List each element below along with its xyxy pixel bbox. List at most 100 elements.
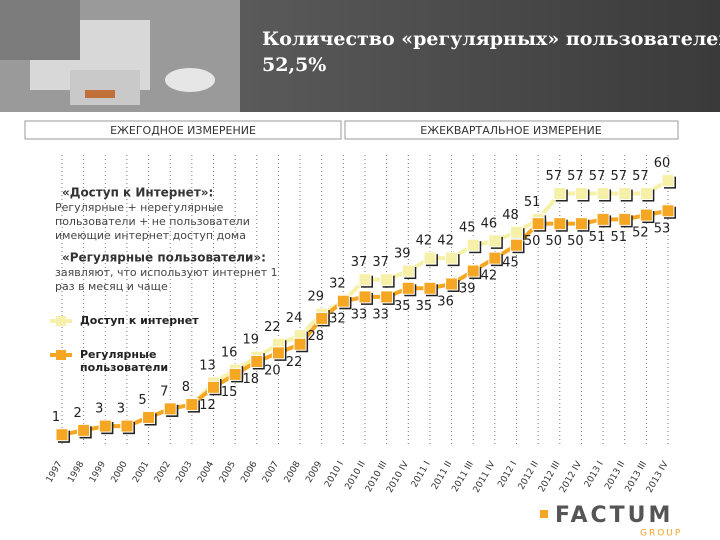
data-label: 19: [243, 333, 260, 348]
marker: [574, 187, 588, 201]
note-text: раз в месяц и чаще: [55, 280, 168, 293]
x-tick-label: 2011 I: [410, 460, 433, 490]
marker: [142, 410, 156, 424]
legend-label: Регулярные пользователи: [80, 348, 168, 374]
data-label: 16: [221, 346, 238, 361]
data-label: 22: [286, 355, 303, 370]
data-label: 51: [610, 230, 627, 245]
note-text: заявляют, что используют интернет 1: [55, 266, 278, 279]
marker: [618, 212, 632, 226]
chart: 1997 1998 1999 2000 2001 2002 2003 2004 2005 2006…: [45, 155, 676, 495]
legend-label: Доступ к интернет: [80, 314, 199, 327]
data-label: 33: [351, 307, 368, 322]
marker: [510, 238, 523, 252]
data-label: 39: [459, 282, 476, 297]
note-title: «Регулярные пользователи»:: [62, 251, 266, 265]
data-label: 7: [160, 384, 168, 399]
data-label: 18: [243, 372, 260, 387]
legend-marker: [56, 316, 66, 326]
marker: [401, 281, 415, 295]
x-tick-label: 2003: [175, 460, 195, 485]
subtitle: 52,5%: [262, 54, 326, 76]
note-text: Регулярные + нерегулярные: [55, 201, 224, 214]
marker: [163, 402, 177, 416]
data-label: 37: [372, 255, 389, 270]
x-tick-label: 2005: [218, 460, 238, 485]
data-label: 50: [567, 234, 584, 249]
marker: [120, 419, 134, 433]
data-label: 12: [199, 398, 216, 413]
marker: [271, 346, 285, 360]
marker: [639, 187, 653, 201]
data-label: 33: [372, 307, 389, 322]
data-label: 15: [221, 385, 238, 400]
data-label: 57: [589, 169, 606, 184]
x-tick-label: 2013 I: [583, 460, 606, 490]
data-label: 8: [182, 380, 190, 395]
marker: [423, 281, 437, 295]
marker: [510, 225, 523, 239]
x-tick-label: 2012 IV: [558, 459, 584, 495]
x-tick-label: 2001: [131, 460, 151, 485]
data-label: 42: [416, 234, 433, 249]
data-label: 3: [95, 402, 103, 417]
marker: [553, 217, 567, 231]
data-label: 42: [481, 269, 498, 284]
data-label: 36: [437, 294, 454, 309]
x-tick-label: 2011 IV: [472, 459, 498, 495]
data-label: 50: [524, 234, 541, 249]
data-label: 32: [329, 277, 346, 292]
data-label: 50: [546, 234, 563, 249]
marker: [596, 212, 610, 226]
logo-name: FACTUM: [555, 503, 673, 528]
marker: [423, 251, 437, 265]
marker: [293, 337, 307, 351]
title: Количество «регулярных» пользователей: [262, 28, 720, 50]
data-label: 29: [307, 290, 324, 305]
marker: [185, 398, 199, 412]
data-label: 35: [416, 299, 433, 314]
marker: [466, 264, 480, 278]
marker: [596, 187, 610, 201]
logo: FACTUM GROUP: [540, 503, 680, 539]
marker: [488, 234, 502, 248]
data-label: 13: [199, 359, 216, 374]
data-label: 51: [589, 230, 606, 245]
data-label: 57: [632, 169, 649, 184]
x-tick-label: 2008: [283, 460, 303, 485]
marker: [358, 290, 372, 304]
marker: [98, 419, 112, 433]
marker: [250, 354, 264, 368]
marker: [401, 264, 415, 278]
data-label: 45: [502, 256, 519, 271]
section-label: ЕЖЕГОДНОЕ ИЗМЕРЕНИЕ: [110, 124, 256, 137]
x-tick-label: 2006: [239, 460, 259, 485]
marker: [661, 204, 675, 218]
data-label: 32: [329, 312, 346, 327]
x-tick-label: 2010 I: [323, 460, 346, 490]
legend: Доступ к интернет Регулярные пользователи: [50, 314, 199, 374]
data-label: 3: [117, 402, 125, 417]
data-label: 48: [502, 208, 519, 223]
photo: [0, 0, 240, 112]
marker: [488, 251, 502, 265]
marker: [207, 380, 220, 394]
data-label: 35: [394, 299, 411, 314]
section-box: [24, 120, 342, 140]
data-label: 57: [567, 169, 584, 184]
data-label: 46: [481, 216, 498, 231]
note-text: пользователи + не пользователи: [55, 215, 250, 228]
marker: [55, 428, 69, 442]
marker: [77, 423, 91, 437]
marker: [661, 174, 675, 188]
x-tick-label: 2012 I: [496, 460, 519, 490]
data-label: 37: [351, 255, 368, 270]
data-label: 51: [524, 195, 541, 210]
data-label: 60: [654, 156, 671, 171]
data-label: 24: [286, 311, 303, 326]
x-tick-label: 2004: [196, 460, 216, 485]
data-label: 28: [307, 329, 324, 344]
data-label: 45: [459, 221, 476, 236]
x-tick-label: 2007: [261, 460, 281, 485]
